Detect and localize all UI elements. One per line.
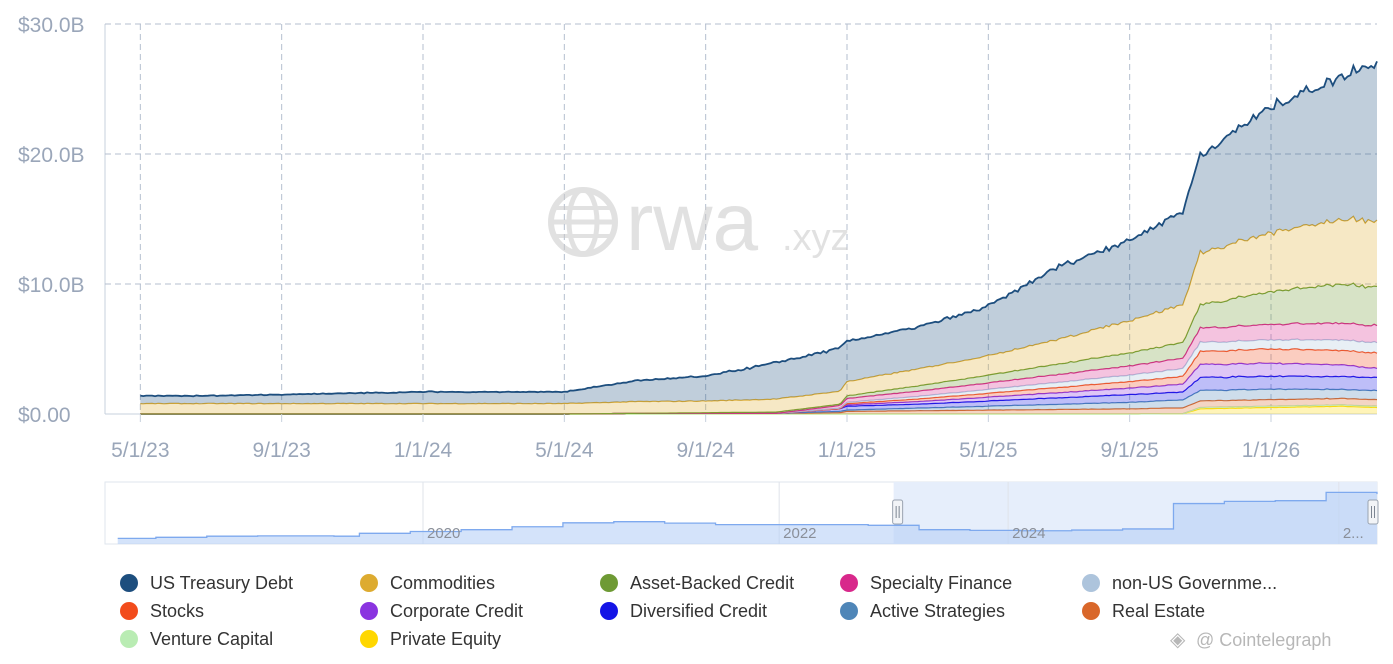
legend-marker-icon — [120, 602, 138, 620]
legend-label: US Treasury Debt — [150, 572, 294, 593]
legend-marker-icon — [1082, 574, 1100, 592]
x-axis-ticks: 5/1/23 9/1/23 1/1/24 5/1/24 9/1/24 1/1/25 5/1/… — [111, 414, 1300, 462]
y-tick-label: $20.0B — [18, 144, 85, 167]
legend-item[interactable]: Private Equity — [360, 626, 501, 652]
legend-item[interactable]: Corporate Credit — [360, 598, 523, 624]
legend-label: Private Equity — [390, 628, 502, 649]
legend-label: Diversified Credit — [630, 600, 768, 621]
legend-marker-icon — [360, 602, 378, 620]
cointelegraph-credit: ◈ @ Cointelegraph — [1170, 629, 1331, 651]
legend-label: Commodities — [390, 572, 496, 593]
x-tick-label: 1/1/24 — [394, 439, 453, 462]
x-tick-label: 9/1/24 — [676, 439, 735, 462]
legend-marker-icon — [120, 630, 138, 648]
legend-marker-icon — [600, 574, 618, 592]
x-tick-label: 1/1/25 — [818, 439, 876, 462]
rwa-watermark: rwa .xyz — [548, 177, 850, 268]
legend-marker-icon — [360, 574, 378, 592]
y-tick-label: $0.00 — [18, 404, 71, 427]
area-line — [140, 282, 1378, 415]
legend-item[interactable]: Diversified Credit — [600, 598, 767, 624]
source-credit-text: @ Cointelegraph — [1196, 630, 1331, 650]
handle-body — [892, 499, 904, 525]
series-asset-backed-credit[interactable] — [140, 282, 1378, 415]
stacked-areas — [140, 61, 1378, 415]
navigator-left-handle[interactable] — [892, 499, 904, 525]
legend-item[interactable]: Active Strategies — [840, 598, 1005, 624]
legend-item[interactable]: Commodities — [360, 570, 495, 596]
y-tick-label: $10.0B — [18, 274, 85, 297]
legend-label: non-US Governme... — [1112, 572, 1278, 593]
area-fill — [140, 388, 1377, 414]
y-tick-label: $30.0B — [18, 14, 85, 37]
legend-label: Specialty Finance — [870, 572, 1013, 593]
watermark-brand: rwa — [626, 177, 759, 268]
legend-item[interactable]: Stocks — [120, 598, 204, 624]
legend-item[interactable]: Venture Capital — [120, 626, 273, 652]
x-tick-label: 9/1/23 — [252, 439, 310, 462]
navigator-label: 2020 — [427, 525, 460, 542]
y-axis-ticks: $0.00 $10.0B $20.0B $30.0B — [18, 14, 85, 427]
area-fill — [140, 61, 1377, 404]
area-line — [140, 215, 1378, 405]
legend-item[interactable]: Real Estate — [1082, 598, 1205, 624]
legend-item[interactable]: Asset-Backed Credit — [600, 570, 794, 596]
legend-label: Asset-Backed Credit — [630, 572, 795, 593]
area-fill — [140, 322, 1377, 414]
legend-marker-icon — [360, 630, 378, 648]
x-tick-label: 5/1/24 — [535, 439, 594, 462]
navigator-label: 2... — [1343, 525, 1364, 542]
area-fill — [140, 348, 1377, 414]
series-commodities[interactable] — [140, 215, 1378, 414]
area-fill — [140, 406, 1377, 414]
area-fill — [140, 283, 1377, 414]
legend-marker-icon — [1082, 602, 1100, 620]
legend-label: Active Strategies — [870, 600, 1006, 621]
legend-item[interactable]: Specialty Finance — [840, 570, 1012, 596]
legend-marker-icon — [600, 602, 618, 620]
legend-label: Real Estate — [1112, 600, 1206, 621]
watermark-suffix: .xyz — [782, 217, 850, 259]
x-tick-label: 1/1/26 — [1242, 439, 1300, 462]
navigator-label: 2022 — [783, 525, 816, 542]
legend-label: Corporate Credit — [390, 600, 524, 621]
handle-body — [1367, 499, 1379, 525]
x-tick-label: 9/1/25 — [1100, 439, 1158, 462]
legend-item[interactable]: non-US Governme... — [1082, 570, 1277, 596]
area-fill — [140, 339, 1377, 414]
legend-marker-icon — [840, 602, 858, 620]
range-navigator[interactable]: 2020 2022 2024 2... — [104, 481, 1379, 545]
area-line — [140, 61, 1378, 398]
legend-item[interactable]: US Treasury Debt — [120, 570, 293, 596]
chart-legend: US Treasury Debt Commodities Asset-Backed … — [120, 570, 1380, 660]
x-tick-label: 5/1/25 — [959, 439, 1017, 462]
globe-icon — [548, 187, 618, 257]
navigator-line — [117, 491, 1378, 540]
area-fill — [140, 398, 1377, 414]
legend-label: Venture Capital — [150, 628, 274, 649]
navigator-right-handle[interactable] — [1367, 499, 1379, 525]
navigator-content: 2020 2022 2024 2... — [117, 482, 1379, 544]
legend-label: Stocks — [150, 600, 205, 621]
legend-marker-icon — [840, 574, 858, 592]
x-tick-label: 5/1/23 — [111, 439, 169, 462]
series-us-treasury-debt[interactable] — [140, 61, 1378, 404]
legend-marker-icon — [120, 574, 138, 592]
cointelegraph-logo-icon: ◈ — [1170, 629, 1186, 651]
navigator-label: 2024 — [1012, 525, 1045, 542]
